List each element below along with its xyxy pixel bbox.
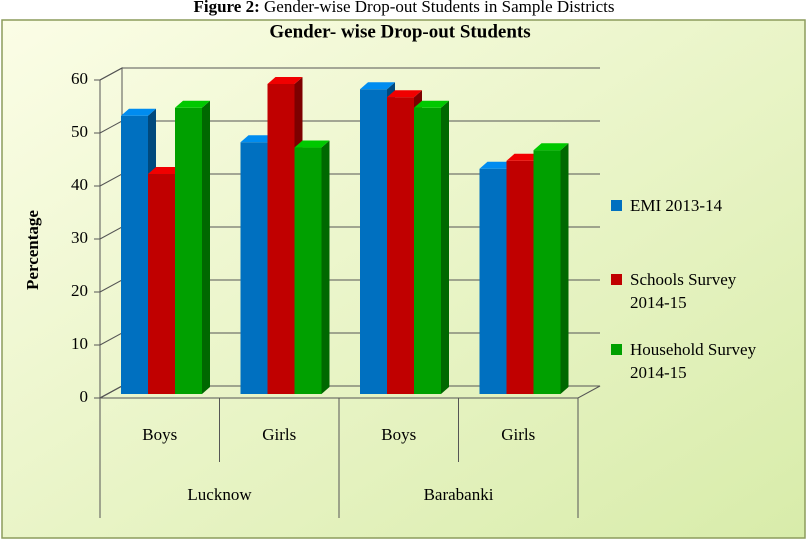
y-tick-label: 30 — [71, 228, 88, 247]
bar-top — [387, 90, 422, 98]
bar-top — [414, 100, 449, 108]
bar-top — [294, 140, 330, 148]
y-tick-label: 10 — [71, 334, 88, 353]
x-tick-label: Girls — [501, 425, 535, 444]
bar-top — [533, 143, 569, 151]
y-tick-label: 40 — [71, 175, 88, 194]
legend-swatch — [611, 200, 622, 211]
bar — [267, 83, 295, 394]
group-label: Lucknow — [187, 485, 252, 504]
bar — [387, 97, 414, 394]
y-tick-label: 20 — [71, 281, 88, 300]
bar — [479, 168, 507, 394]
legend-label: EMI 2013-14 — [630, 196, 723, 215]
bar-top — [175, 100, 210, 108]
caption: Figure 2: Gender-wise Drop-out Students … — [194, 0, 615, 16]
bar-top — [267, 76, 303, 84]
bar — [506, 160, 534, 394]
bar — [148, 174, 175, 394]
bar — [240, 142, 268, 394]
chart-title: Gender- wise Drop-out Students — [269, 21, 530, 42]
bar-top — [479, 161, 515, 169]
y-tick-label: 0 — [80, 387, 89, 406]
x-tick-label: Girls — [262, 425, 296, 444]
bar-top — [360, 82, 395, 90]
y-tick-label: 50 — [71, 122, 88, 141]
bar-top — [148, 167, 183, 175]
bar — [414, 107, 441, 395]
bar — [533, 150, 561, 394]
bar-side — [441, 100, 449, 395]
y-axis-title: Percentage — [23, 210, 42, 290]
y-tick-label: 60 — [71, 69, 88, 88]
bar — [121, 115, 148, 394]
bar-top — [240, 135, 276, 143]
legend-swatch — [611, 344, 622, 355]
x-tick-label: Boys — [381, 425, 416, 444]
bar-top — [506, 153, 542, 161]
caption-text: Gender-wise Drop-out Students in Sample … — [264, 0, 614, 16]
bar — [175, 107, 202, 395]
x-tick-label: Boys — [142, 425, 177, 444]
bar-top — [121, 108, 156, 116]
grid-line — [99, 67, 600, 81]
bar-side — [321, 140, 330, 394]
caption-label: Figure 2: — [194, 0, 260, 16]
group-label: Barabanki — [424, 485, 494, 504]
legend-label: Schools Survey 2014-15 — [630, 270, 737, 312]
bar-side — [560, 143, 569, 394]
legend-swatch — [611, 274, 622, 285]
bar — [360, 89, 387, 394]
bar — [294, 147, 322, 394]
legend-label: Household Survey 2014-15 — [630, 340, 757, 382]
bar-side — [202, 100, 210, 395]
